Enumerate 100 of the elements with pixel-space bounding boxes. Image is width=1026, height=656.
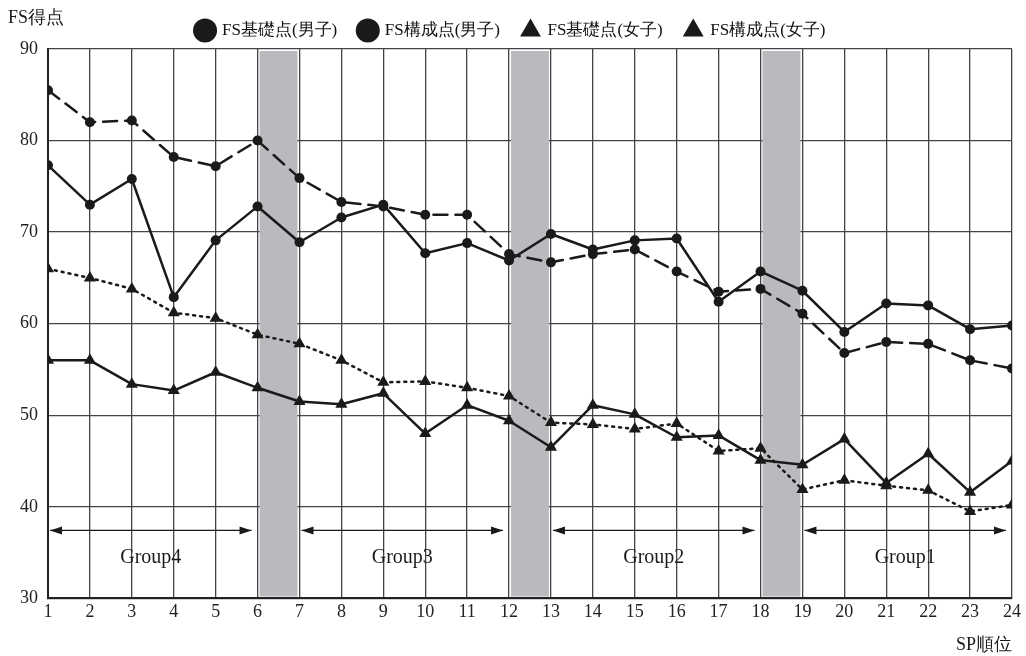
point bbox=[461, 398, 474, 409]
point bbox=[377, 386, 390, 397]
point bbox=[251, 380, 264, 392]
x-tick-label: 19 bbox=[793, 600, 812, 621]
point bbox=[209, 365, 222, 376]
x-tick-label: 21 bbox=[877, 600, 896, 621]
point bbox=[293, 336, 306, 348]
point bbox=[545, 257, 556, 268]
point bbox=[965, 324, 976, 335]
x-tick-label: 15 bbox=[625, 600, 644, 621]
point bbox=[838, 473, 851, 484]
x-tick-label: 6 bbox=[253, 600, 263, 621]
point bbox=[209, 311, 222, 322]
x-tick-label: 22 bbox=[919, 600, 938, 621]
x-tick-label: 10 bbox=[416, 600, 435, 621]
point bbox=[881, 298, 892, 309]
point bbox=[796, 482, 809, 493]
point bbox=[797, 308, 808, 319]
x-tick-label: 16 bbox=[667, 600, 686, 621]
x-tick-label: 1 bbox=[43, 600, 53, 621]
point bbox=[462, 209, 473, 220]
point bbox=[754, 441, 767, 452]
x-tick-label: 4 bbox=[169, 600, 179, 621]
point bbox=[586, 398, 599, 409]
point bbox=[420, 248, 431, 259]
point bbox=[502, 413, 516, 425]
point bbox=[923, 338, 934, 349]
legend-label: FS構成点(女子) bbox=[710, 19, 826, 39]
point bbox=[839, 348, 850, 358]
legend-label: FS構成点(男子) bbox=[384, 19, 500, 39]
point bbox=[251, 327, 264, 339]
point bbox=[545, 228, 556, 239]
point bbox=[712, 443, 725, 455]
point bbox=[628, 407, 641, 418]
x-tick-label: 8 bbox=[336, 600, 346, 621]
y-tick-label: 70 bbox=[20, 220, 38, 241]
point bbox=[839, 326, 850, 337]
point bbox=[713, 286, 724, 297]
point bbox=[462, 238, 473, 249]
x-tick-label: 24 bbox=[1003, 600, 1021, 621]
point bbox=[335, 353, 348, 364]
point bbox=[755, 283, 766, 294]
point bbox=[502, 389, 516, 400]
point bbox=[586, 417, 599, 428]
x-axis-title: SP順位 bbox=[955, 634, 1012, 655]
point bbox=[252, 135, 263, 146]
point bbox=[670, 430, 683, 441]
point bbox=[755, 266, 766, 277]
point bbox=[881, 337, 892, 348]
point bbox=[628, 422, 641, 433]
point bbox=[922, 446, 935, 458]
y-tick-label: 50 bbox=[20, 404, 38, 424]
point bbox=[336, 212, 347, 223]
point bbox=[712, 428, 725, 439]
point bbox=[796, 457, 809, 469]
point bbox=[754, 453, 767, 464]
y-axis-title: FS得点 bbox=[8, 7, 65, 27]
point bbox=[544, 415, 558, 427]
point bbox=[294, 173, 305, 184]
point bbox=[293, 394, 306, 406]
point bbox=[84, 199, 95, 210]
point bbox=[922, 483, 935, 494]
point bbox=[420, 209, 431, 220]
point bbox=[964, 504, 977, 515]
point bbox=[335, 397, 348, 408]
legend-label: FS基礎点(男子) bbox=[222, 19, 338, 39]
point bbox=[713, 296, 724, 307]
point bbox=[125, 281, 138, 293]
point bbox=[83, 270, 96, 282]
x-tick-label: 2 bbox=[85, 600, 95, 621]
point bbox=[797, 285, 808, 296]
x-tick-label: 23 bbox=[961, 600, 980, 621]
x-tick-label: 12 bbox=[500, 600, 519, 621]
point bbox=[168, 152, 179, 163]
x-tick-label: 11 bbox=[458, 600, 476, 621]
legend-label: FS基礎点(女子) bbox=[547, 19, 663, 39]
point bbox=[629, 244, 640, 255]
x-tick-label: 18 bbox=[751, 600, 770, 621]
point bbox=[923, 300, 934, 311]
point bbox=[965, 355, 976, 366]
y-tick-label: 30 bbox=[20, 587, 38, 608]
point bbox=[838, 432, 851, 443]
point bbox=[126, 174, 137, 185]
y-tick-label: 90 bbox=[20, 37, 38, 58]
y-tick-label: 40 bbox=[20, 495, 38, 516]
point bbox=[419, 426, 432, 438]
point bbox=[125, 377, 138, 388]
point bbox=[83, 353, 96, 364]
point bbox=[294, 237, 305, 248]
point bbox=[84, 117, 95, 128]
x-tick-label: 13 bbox=[541, 600, 560, 621]
point bbox=[336, 196, 347, 207]
point bbox=[377, 375, 390, 386]
x-tick-label: 5 bbox=[211, 600, 221, 621]
point bbox=[419, 374, 432, 385]
x-tick-label: 20 bbox=[835, 600, 854, 621]
y-tick-label: 60 bbox=[20, 312, 38, 333]
y-tick-label: 80 bbox=[20, 129, 38, 150]
x-tick-label: 14 bbox=[583, 600, 602, 621]
x-tick-label: 7 bbox=[294, 600, 304, 621]
